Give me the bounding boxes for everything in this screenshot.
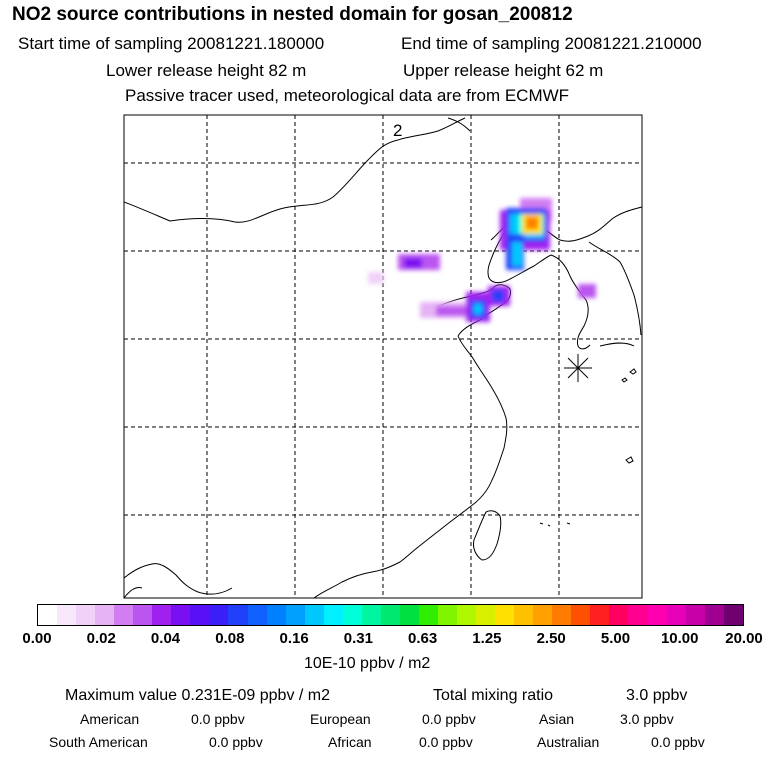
region-value-african: 0.0 ppbv [419,734,473,750]
colorbar-segment [228,605,248,625]
region-value-south-american: 0.0 ppbv [209,734,263,750]
region-name-african: African [328,734,372,750]
colorbar-segment [590,605,610,625]
colorbar-tick-label: 1.25 [472,630,502,647]
colorbar-segment [457,605,477,625]
colorbar-segment [571,605,591,625]
maximum-value: Maximum value 0.231E-09 ppbv / m2 [65,687,331,704]
region-name-south-american: South American [49,734,148,750]
colorbar-segment [552,605,572,625]
colorbar-segment [323,605,343,625]
region-value-european: 0.0 ppbv [422,711,476,727]
colorbar-segment [380,605,400,625]
lower-release-label: Lower release height 82 m [106,61,307,80]
colorbar-segment [609,605,629,625]
colorbar-segment [495,605,515,625]
region-name-asian: Asian [539,711,575,727]
colorbar-segment [209,605,229,625]
colorbar-segment [342,605,362,625]
start-time-label: Start time of sampling 20081221.180000 [18,34,325,53]
colorbar-segment [418,605,438,625]
colorbar-segment [190,605,210,625]
map-gridlines [124,115,642,598]
tracer-note: Passive tracer used, meteorological data… [125,86,570,105]
colorbar-segment [247,605,267,625]
colorbar-segment [361,605,381,625]
end-time-label: End time of sampling 20081221.210000 [401,34,702,53]
colorbar-segment [57,605,77,625]
map-panel: 2 [123,114,643,599]
colorbar-segment [685,605,705,625]
colorbar-tick-label: 0.31 [343,630,373,647]
colorbar-segment [476,605,496,625]
region-value-american: 0.0 ppbv [191,711,245,727]
map-frame [123,114,643,599]
colorbar-segment [647,605,667,625]
colorbar [37,604,744,626]
colorbar-segment [704,605,724,625]
colorbar-segment [266,605,286,625]
region-value-asian: 3.0 ppbv [620,711,674,727]
colorbar-segment [723,605,743,625]
asterisk-icon [564,354,592,382]
colorbar-tick-label: 0.04 [150,630,181,647]
region-name-australian: Australian [537,734,600,750]
colorbar-segment [533,605,553,625]
colorbar-segment [152,605,172,625]
colorbar-segment [628,605,648,625]
colorbar-tick-label: 10.00 [660,630,699,647]
colorbar-tick-label: 0.08 [215,630,245,647]
colorbar-segment [304,605,324,625]
colorbar-segment [133,605,153,625]
colorbar-segment [76,605,96,625]
colorbar-segment [399,605,419,625]
colorbar-segment [514,605,534,625]
colorbar-units: 10E-10 ppbv / m2 [304,655,431,672]
colorbar-tick-label: 5.00 [600,630,631,647]
total-mixing-value: 3.0 ppbv [626,687,688,704]
colorbar-tick-label: 0.00 [22,630,52,647]
colorbar-tick-label: 0.63 [408,630,438,647]
colorbar-segment [38,605,58,625]
colorbar-segment [285,605,305,625]
colorbar-segment [171,605,191,625]
colorbar-tick-label: 0.16 [279,630,309,647]
total-mixing-label: Total mixing ratio [433,687,554,704]
region-name-american: American [80,711,140,727]
colorbar-tick-label: 20.00 [725,630,763,647]
region-value-australian: 0.0 ppbv [651,734,705,750]
upper-release-label: Upper release height 62 m [403,61,604,80]
colorbar-segment [114,605,134,625]
region-name-european: European [310,711,371,727]
concentration-plume [368,198,596,322]
panel-label: 2 [393,121,402,140]
coastlines [124,117,642,598]
figure-title: NO2 source contributions in nested domai… [12,4,573,25]
colorbar-tick-label: 2.50 [536,630,566,647]
colorbar-segment [666,605,686,625]
colorbar-tick-label: 0.02 [86,630,116,647]
colorbar-segment [437,605,458,625]
colorbar-segment [95,605,115,625]
